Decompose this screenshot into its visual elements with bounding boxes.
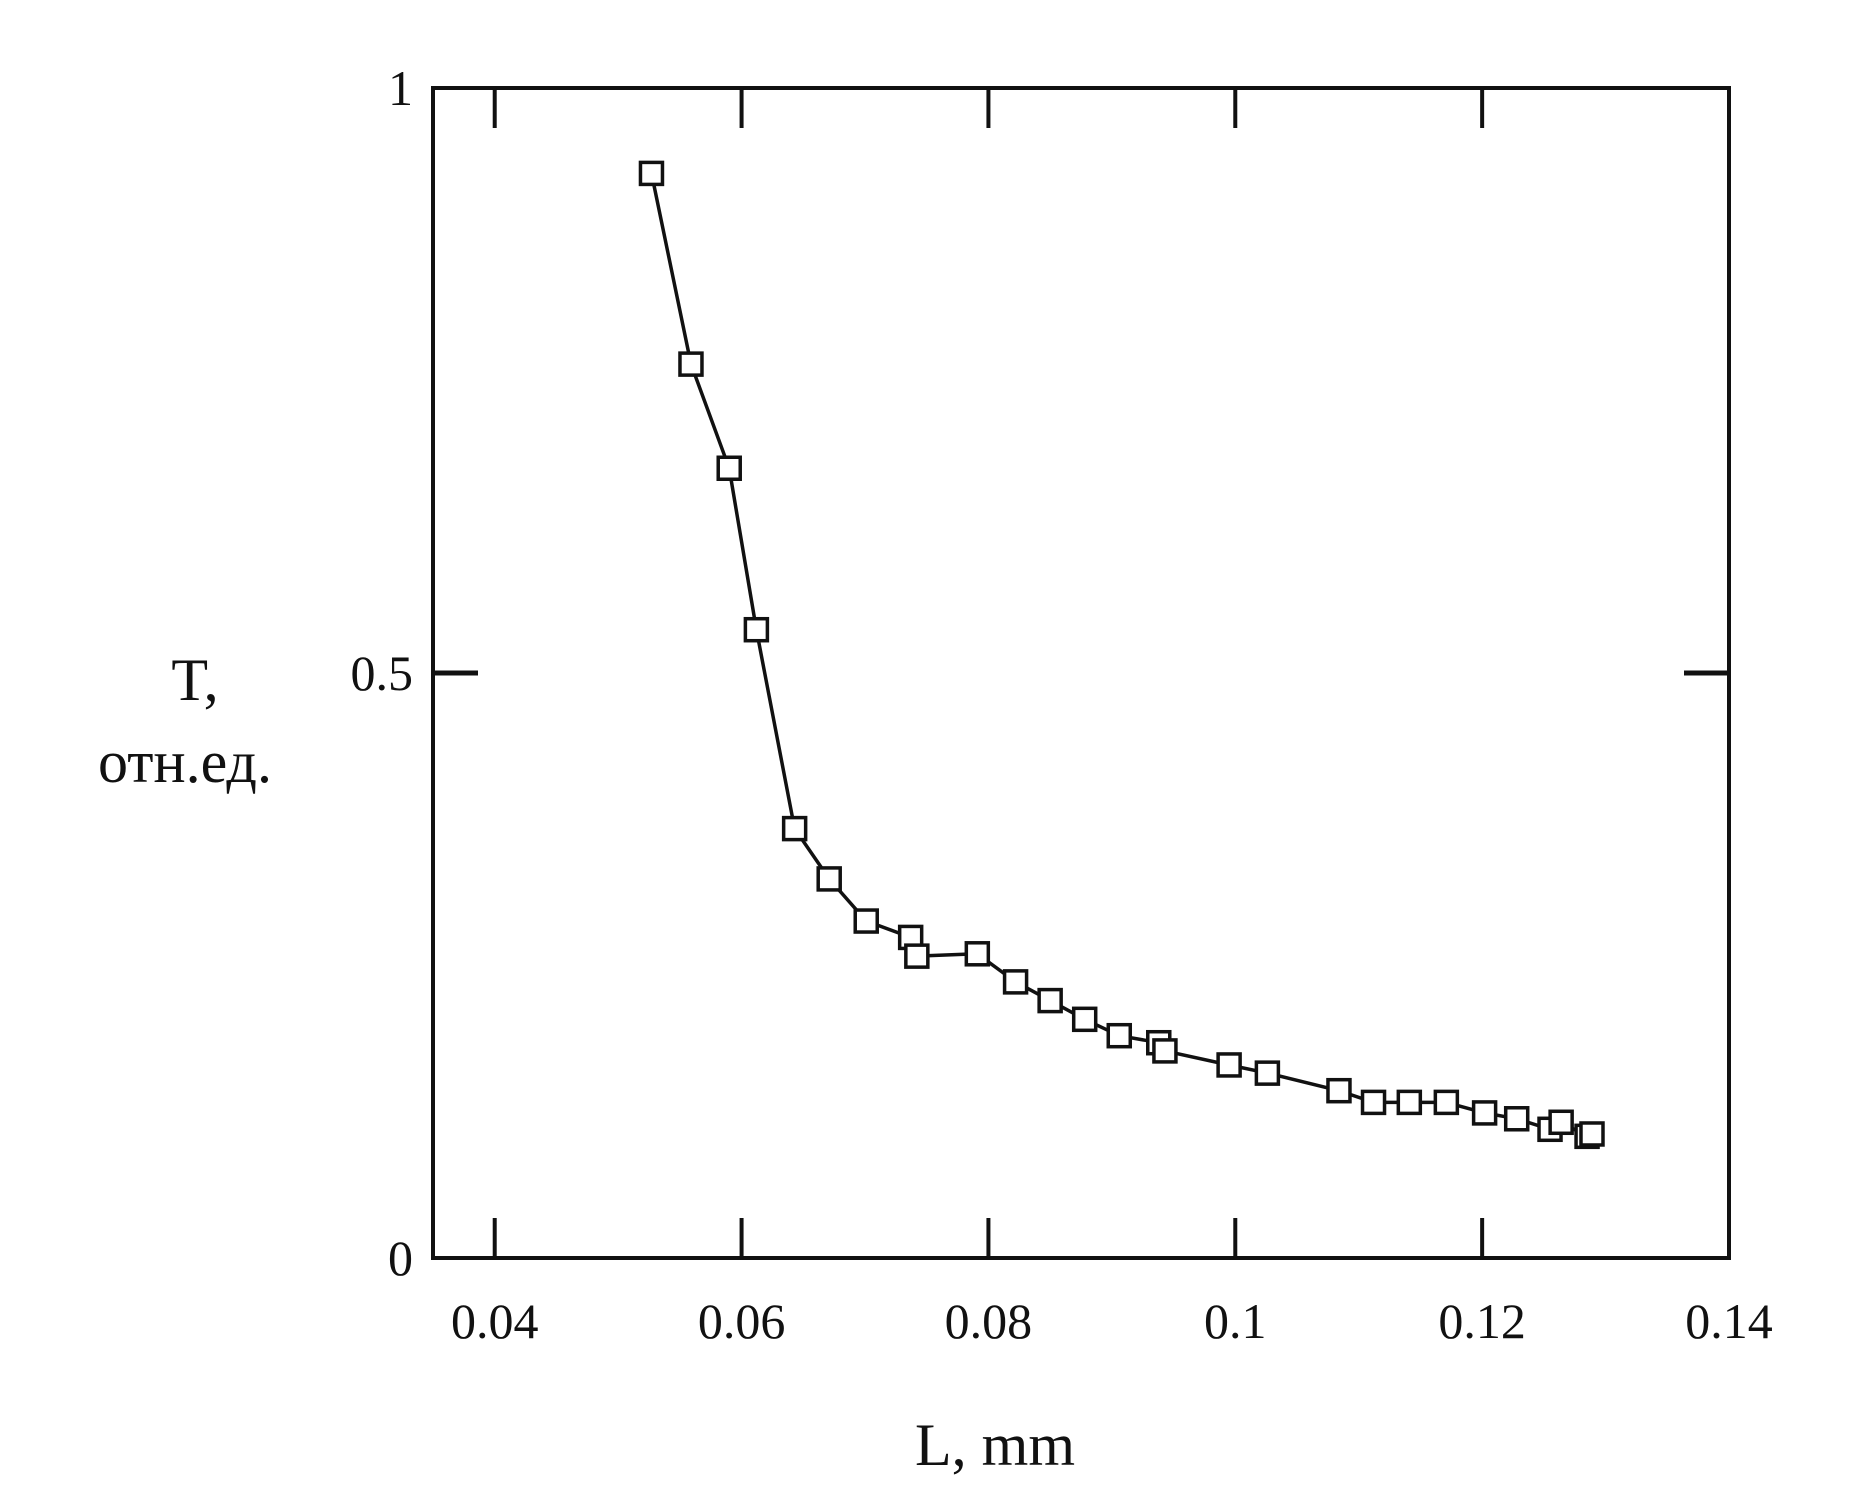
plot-frame <box>431 86 1731 1260</box>
y-axis-title-line-1: T, <box>171 647 218 713</box>
data-point-marker <box>716 455 742 481</box>
y-tick-label: 0 <box>388 1230 413 1286</box>
data-point-marker <box>816 866 842 892</box>
data-point-marker <box>964 941 991 967</box>
x-tick-label: 0.08 <box>945 1293 1033 1349</box>
x-axis-ticks: 0.04 0.06 0.08 0.1 0.12 0.14 <box>451 88 1773 1349</box>
data-point-marker <box>1326 1077 1352 1104</box>
data-point-marker <box>743 616 770 643</box>
data-point-marker <box>1002 969 1029 995</box>
data-point-marker <box>1106 1022 1133 1049</box>
data-point-marker <box>1152 1038 1178 1064</box>
data-point-marker <box>1433 1089 1460 1116</box>
y-tick-label: 1 <box>388 60 413 116</box>
data-point-marker <box>781 815 808 842</box>
data-point-marker <box>678 351 704 377</box>
data-point-marker <box>1071 1006 1098 1033</box>
x-tick-label: 0.06 <box>698 1293 786 1349</box>
x-axis-title: L, mm <box>915 1412 1075 1478</box>
x-tick-label: 0.04 <box>451 1293 539 1349</box>
data-point-marker <box>1037 987 1063 1014</box>
data-point-marker <box>638 160 665 187</box>
x-tick-label: 0.14 <box>1685 1293 1773 1349</box>
data-point-marker <box>1254 1060 1281 1086</box>
data-point-marker <box>1503 1106 1530 1132</box>
data-point-marker <box>1396 1089 1423 1116</box>
data-point-marker <box>1216 1052 1242 1078</box>
data-point-marker <box>1360 1089 1387 1116</box>
series-line <box>649 173 1593 1139</box>
series-group <box>638 160 1605 1150</box>
data-point-marker <box>1471 1100 1498 1126</box>
y-axis-ticks: 00.51 <box>351 60 1729 1286</box>
y-axis-title-line-2: отн.ед. <box>98 729 272 795</box>
data-point-marker <box>1548 1109 1574 1136</box>
data-point-marker <box>1579 1121 1605 1147</box>
x-tick-label: 0.12 <box>1438 1293 1526 1349</box>
data-point-marker <box>904 943 930 969</box>
y-tick-label: 0.5 <box>351 645 414 701</box>
x-tick-label: 0.1 <box>1204 1293 1267 1349</box>
data-point-marker <box>853 908 879 934</box>
